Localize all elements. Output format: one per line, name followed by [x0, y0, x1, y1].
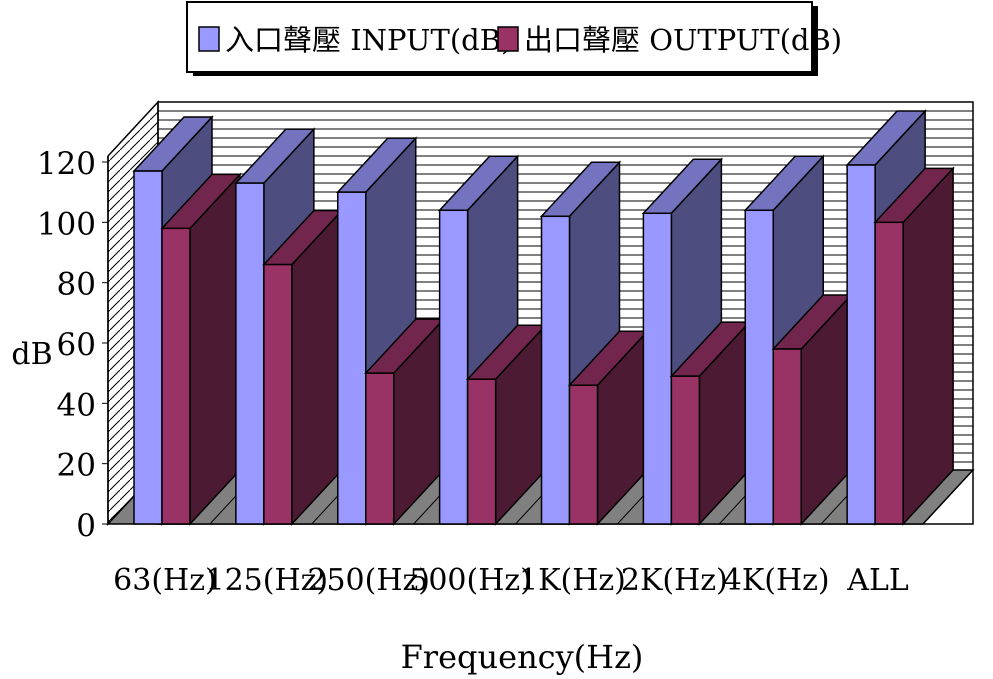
bar-output [772, 348, 802, 525]
bar-output [670, 375, 701, 525]
floor-separator [922, 469, 974, 525]
x-category-label: 500(Hz) [409, 563, 532, 598]
y-tick-label: 0 [76, 508, 96, 544]
bar-output [263, 263, 293, 525]
x-category-label: 4K(Hz) [723, 563, 830, 598]
legend-swatch [497, 26, 519, 52]
y-tick-label: 80 [57, 267, 96, 303]
bar-output-side [291, 208, 343, 526]
legend-label: 出口聲壓 OUTPUT(dB) [524, 23, 842, 57]
bar-input [235, 182, 265, 525]
x-category-label: 125(Hz) [205, 563, 328, 598]
y-tick-label: 40 [57, 387, 96, 423]
y-tick-label: 60 [57, 327, 96, 363]
x-axis-label: Frequency(Hz) [401, 638, 644, 676]
bar-input [642, 212, 673, 525]
x-category-labels: 63(Hz)125(Hz)250(Hz)500(Hz)1K(Hz)2K(Hz)4… [113, 563, 909, 598]
x-category-label: 2K(Hz) [621, 563, 728, 598]
x-category-label: 1K(Hz) [519, 563, 626, 598]
y-axis-label: dB [11, 337, 52, 372]
bar-input [846, 164, 876, 525]
bar-output [365, 372, 395, 525]
bar-output-side [189, 172, 241, 526]
bar-output [161, 227, 191, 525]
bar-output [568, 384, 599, 525]
bar-input [438, 209, 469, 525]
legend-swatch [198, 26, 220, 52]
x-category-label: 63(Hz) [113, 563, 217, 598]
y-tick-label: 120 [37, 146, 96, 182]
y-tick-labels: 0 20 40 60 80 100 120 [37, 146, 108, 544]
legend-label: 入口聲壓 INPUT(dB) [225, 23, 512, 57]
bar-output [466, 378, 497, 525]
bars-layer [132, 109, 955, 526]
bar-input [540, 215, 571, 525]
bar-input [744, 209, 774, 525]
x-category-label: 250(Hz) [307, 563, 430, 598]
x-category-label: ALL [846, 563, 909, 598]
y-tick-label: 20 [57, 448, 96, 484]
bar-input [337, 191, 367, 525]
bar-input [133, 170, 163, 525]
bar-output [874, 221, 904, 525]
bar-output-side [902, 166, 954, 526]
y-tick-label: 100 [37, 206, 96, 242]
legend: 入口聲壓 INPUT(dB) 出口聲壓 OUTPUT(dB) [186, 1, 842, 76]
